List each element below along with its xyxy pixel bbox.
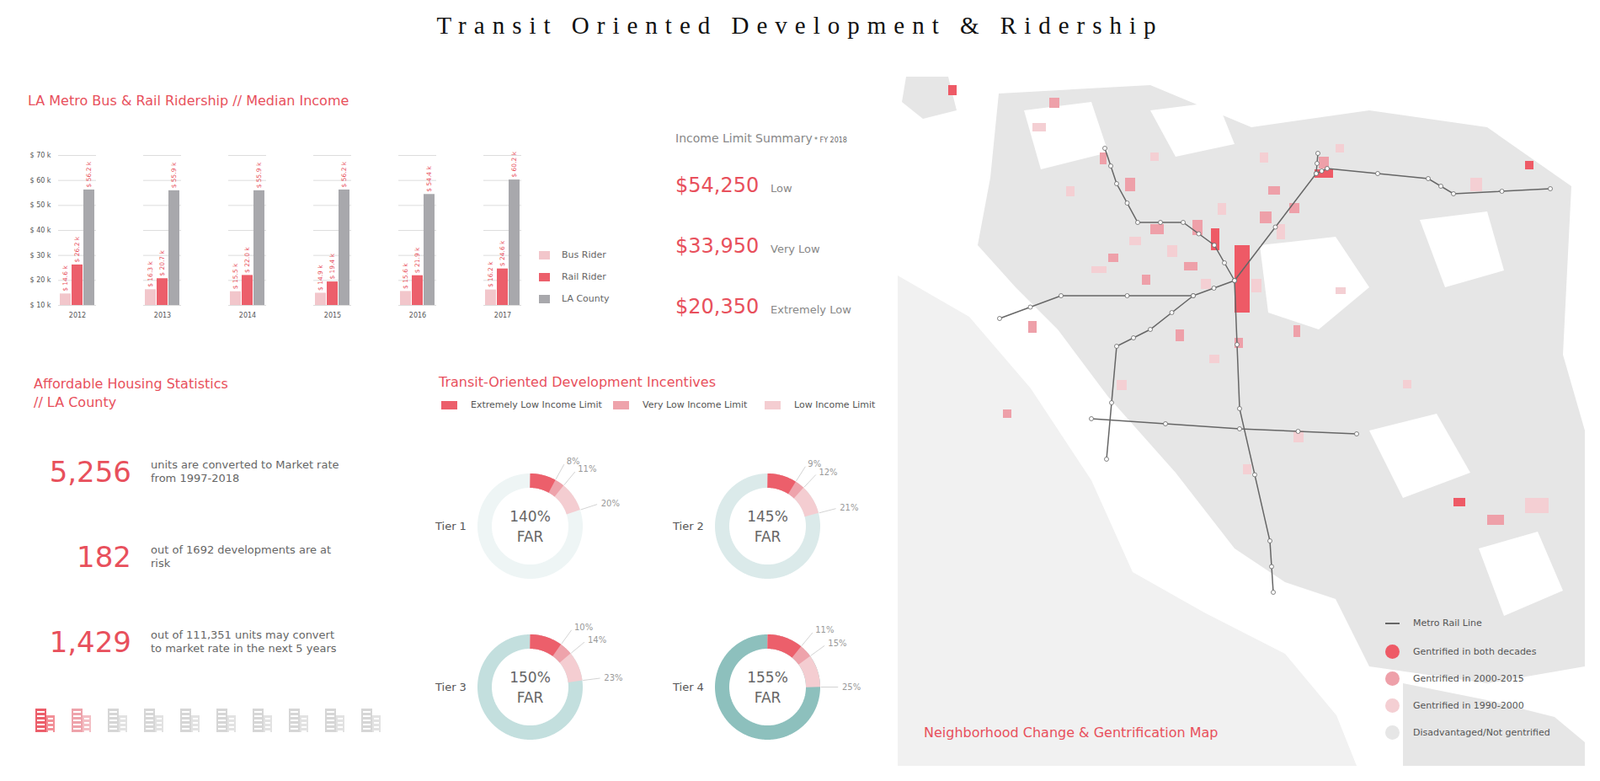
svg-text:9%: 9% [807, 458, 822, 469]
html-text:Rail Rider: Rail Rider [561, 271, 607, 283]
html-text:Very Low Income Limit: Very Low Income Limit [642, 399, 748, 411]
svg-text:$ 60 k: $ 60 k [30, 176, 52, 185]
html-text:LA Metro Bus & Rail Ridership: LA Metro Bus & Rail Ridership // Median … [27, 92, 349, 109]
svg-text:$ 55.9 k: $ 55.9 k [255, 161, 263, 188]
html-text:$20,350: $20,350 [675, 294, 759, 319]
svg-text:2015: 2015 [324, 311, 342, 320]
svg-text:$ 70 k: $ 70 k [30, 151, 52, 160]
svg-text:$ 15.6 k: $ 15.6 k [401, 262, 410, 289]
svg-text:20%: 20% [601, 498, 620, 508]
svg-text:155%: 155% [746, 668, 789, 686]
svg-text:$ 54.4 k: $ 54.4 k [425, 165, 433, 192]
svg-text:$ 30 k: $ 30 k [30, 251, 52, 260]
html-text:Very Low: Very Low [770, 242, 820, 256]
html-text:182: 182 [76, 539, 132, 574]
svg-text:FAR: FAR [754, 528, 782, 545]
html-text:Neighborhood Change & Gentrifi: Neighborhood Change & Gentrification Map [923, 724, 1219, 741]
svg-text:15%: 15% [827, 638, 847, 648]
html-text:// LA County: // LA County [33, 394, 117, 411]
svg-text:$ 14.6 k: $ 14.6 k [61, 265, 70, 292]
svg-text:FAR: FAR [754, 688, 782, 706]
html-text:$54,250: $54,250 [675, 173, 759, 198]
svg-text:$ 16.3 k: $ 16.3 k [146, 261, 155, 288]
html-text:Metro Rail Line: Metro Rail Line [1413, 617, 1482, 629]
svg-text:150%: 150% [509, 668, 551, 686]
svg-text:12%: 12% [818, 467, 838, 477]
html-text:5,256: 5,256 [49, 454, 132, 489]
html-text:out of 1692 developments are a: out of 1692 developments are at risk [150, 543, 332, 570]
html-text:out of 111,351 units may conve: out of 111,351 units may convert to mark… [150, 628, 337, 655]
html-text:Transit-Oriented Development I: Transit-Oriented Development Incentives [438, 373, 716, 390]
html-text:1,429: 1,429 [49, 624, 132, 659]
svg-text:21%: 21% [839, 502, 859, 512]
svg-text:Tier 3: Tier 3 [434, 680, 467, 694]
html-text:LA County: LA County [561, 293, 610, 304]
svg-text:Tier 4: Tier 4 [672, 680, 704, 694]
svg-text:23%: 23% [603, 672, 623, 683]
svg-text:8%: 8% [566, 456, 580, 466]
html-text:Affordable Housing Statistics: Affordable Housing Statistics [33, 375, 229, 392]
html-text:Disadvantaged/Not gentrified: Disadvantaged/Not gentrified [1413, 726, 1551, 738]
svg-text:25%: 25% [842, 682, 861, 692]
html-text:Gentrified in 1990-2000: Gentrified in 1990-2000 [1413, 699, 1525, 711]
html-text:Extremely Low: Extremely Low [770, 303, 852, 316]
svg-text:$ 60.2 k: $ 60.2 k [510, 150, 518, 177]
html-text:Bus Rider: Bus Rider [561, 249, 607, 261]
svg-text:Tier 2: Tier 2 [672, 519, 704, 533]
svg-text:FAR: FAR [517, 528, 544, 545]
svg-text:145%: 145% [746, 507, 789, 525]
svg-text:$ 24.6 k: $ 24.6 k [498, 240, 507, 267]
svg-text:2014: 2014 [239, 311, 256, 320]
html-text:units are converted to Market: units are converted to Market rate from … [150, 458, 339, 485]
svg-text:14%: 14% [587, 634, 607, 645]
svg-text:$ 15.5 k: $ 15.5 k [231, 262, 240, 289]
svg-text:$ 21.9 k: $ 21.9 k [413, 246, 422, 273]
svg-text:$ 22.0 k: $ 22.0 k [243, 246, 251, 273]
svg-text:2017: 2017 [494, 311, 512, 320]
svg-text:$ 55.9 k: $ 55.9 k [170, 161, 178, 188]
svg-text:Tier 1: Tier 1 [434, 519, 467, 533]
svg-text:10%: 10% [574, 622, 593, 632]
html-text:Transit Oriented Development &: Transit Oriented Development & Ridership [436, 11, 1164, 39]
svg-text:$ 50 k: $ 50 k [30, 201, 52, 209]
svg-text:2012: 2012 [69, 311, 86, 320]
html-text:$33,950: $33,950 [675, 234, 759, 258]
svg-text:$ 20 k: $ 20 k [30, 276, 52, 284]
html-text:Gentrified in both decades: Gentrified in both decades [1413, 645, 1537, 657]
svg-text:$ 14.9 k: $ 14.9 k [316, 264, 325, 291]
svg-text:140%: 140% [509, 507, 551, 525]
svg-text:$ 56.2 k: $ 56.2 k [85, 160, 93, 187]
html-text:Gentrified in 2000-2015: Gentrified in 2000-2015 [1413, 672, 1525, 684]
html-text:Low Income Limit: Low Income Limit [794, 399, 876, 411]
html-text:Income Limit Summary* FY 2018: Income Limit Summary* FY 2018 [675, 131, 848, 145]
svg-text:FAR: FAR [517, 688, 544, 706]
html-text:Extremely Low Income Limit: Extremely Low Income Limit [470, 399, 602, 411]
svg-text:$ 26.2 k: $ 26.2 k [73, 235, 81, 262]
svg-text:$ 20.7 k: $ 20.7 k [158, 250, 166, 277]
svg-text:$ 56.2 k: $ 56.2 k [340, 160, 348, 187]
svg-text:11%: 11% [577, 464, 597, 474]
svg-text:11%: 11% [815, 624, 834, 635]
svg-text:2016: 2016 [409, 311, 427, 320]
svg-text:$ 40 k: $ 40 k [30, 226, 52, 235]
svg-text:$ 10 k: $ 10 k [30, 301, 52, 310]
svg-text:2013: 2013 [154, 311, 171, 320]
svg-text:$ 19.4 k: $ 19.4 k [328, 252, 336, 279]
html-text:Low: Low [770, 181, 793, 195]
svg-text:$ 16.2 k: $ 16.2 k [486, 261, 495, 288]
